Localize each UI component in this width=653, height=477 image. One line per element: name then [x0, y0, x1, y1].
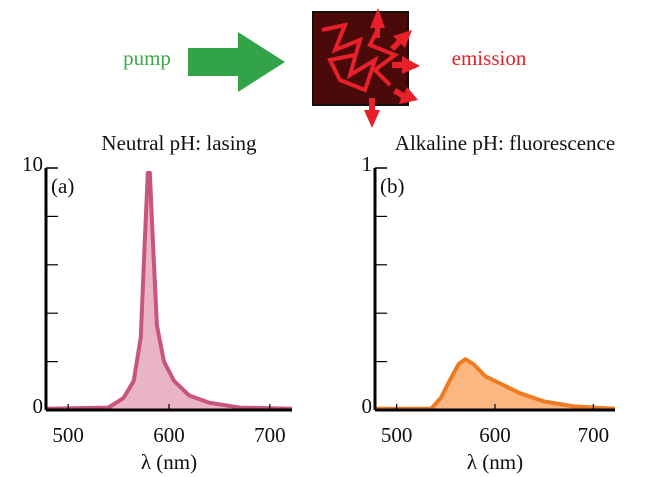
area-fill — [375, 359, 615, 410]
y-tick-label: 0 — [33, 394, 44, 418]
x-tick-label: 700 — [578, 423, 610, 447]
y-tick-label: 10 — [22, 152, 43, 176]
emission-arrows — [364, 8, 420, 128]
x-tick-label: 700 — [254, 423, 286, 447]
x-tick-label: 600 — [479, 423, 511, 447]
y-tick-label: 1 — [362, 152, 373, 176]
emission-label: emission — [452, 46, 527, 70]
chart-title: Alkaline pH: fluorescence — [395, 131, 615, 155]
x-tick-label: 500 — [381, 423, 413, 447]
panel-label: (b) — [380, 174, 405, 198]
x-tick-label: 600 — [153, 423, 185, 447]
pump-arrow — [188, 32, 285, 92]
x-axis-label: λ (nm) — [467, 450, 523, 474]
sample-image — [312, 11, 409, 106]
panel-label: (a) — [51, 174, 74, 198]
spectrum-line — [45, 170, 293, 411]
x-axis-label: λ (nm) — [141, 450, 197, 474]
y-tick-label: 0 — [362, 394, 373, 418]
spectrum-line — [375, 357, 616, 411]
chart-title: Neutral pH: lasing — [101, 131, 257, 155]
pump-label: pump — [123, 46, 171, 70]
x-tick-label: 500 — [52, 423, 84, 447]
scatter-paths — [321, 22, 400, 93]
